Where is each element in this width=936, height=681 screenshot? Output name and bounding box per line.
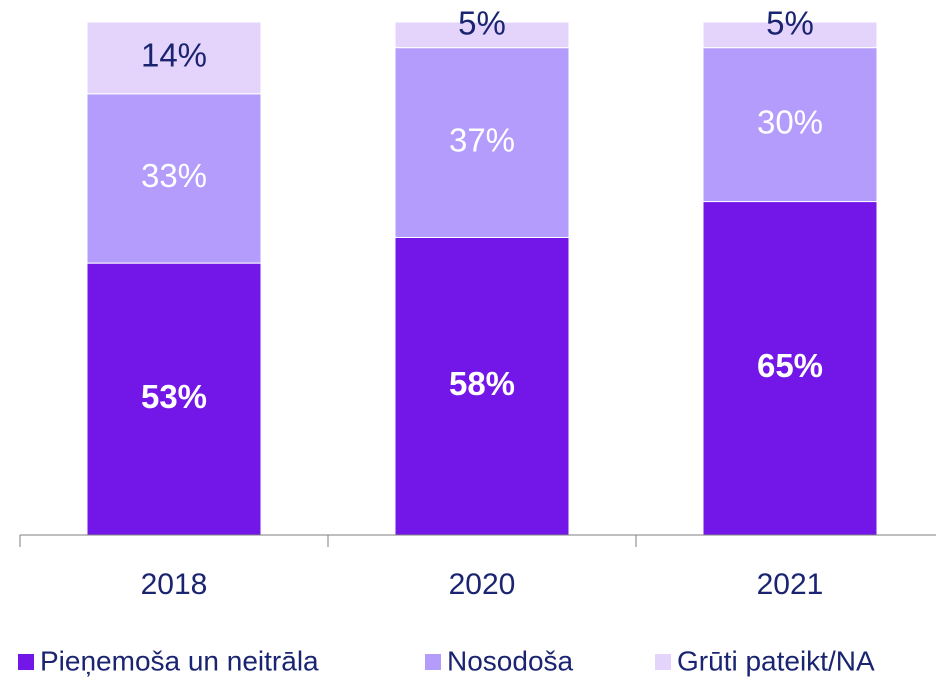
data-label: 65% [757, 347, 823, 384]
bar-segment [702, 201, 878, 536]
legend-swatch [425, 654, 441, 670]
bar-segment [394, 236, 570, 536]
x-tick-label: 2020 [449, 568, 516, 601]
legend-label: Pieņemoša un neitrāla [40, 645, 319, 676]
legend-label: Nosodoša [447, 645, 574, 676]
data-label: 5% [766, 5, 814, 42]
bar-segment [394, 21, 570, 49]
x-tick-label: 2018 [141, 568, 208, 601]
legend-swatch [655, 654, 671, 670]
data-label: 37% [449, 121, 515, 158]
bar-segment [702, 21, 878, 49]
data-label: 58% [449, 365, 515, 402]
bar-segment [702, 47, 878, 203]
data-label: 53% [141, 378, 207, 415]
data-label: 14% [141, 37, 207, 74]
data-label: 30% [757, 103, 823, 140]
bar-segment [394, 47, 570, 238]
bar-segment [86, 262, 262, 536]
data-label: 5% [458, 5, 506, 42]
x-tick-label: 2021 [757, 568, 824, 601]
bar-segment [86, 93, 262, 264]
legend-label: Grūti pateikt/NA [677, 645, 875, 676]
legend-swatch [18, 654, 34, 670]
bar-segment [86, 21, 262, 95]
data-label: 33% [141, 157, 207, 194]
